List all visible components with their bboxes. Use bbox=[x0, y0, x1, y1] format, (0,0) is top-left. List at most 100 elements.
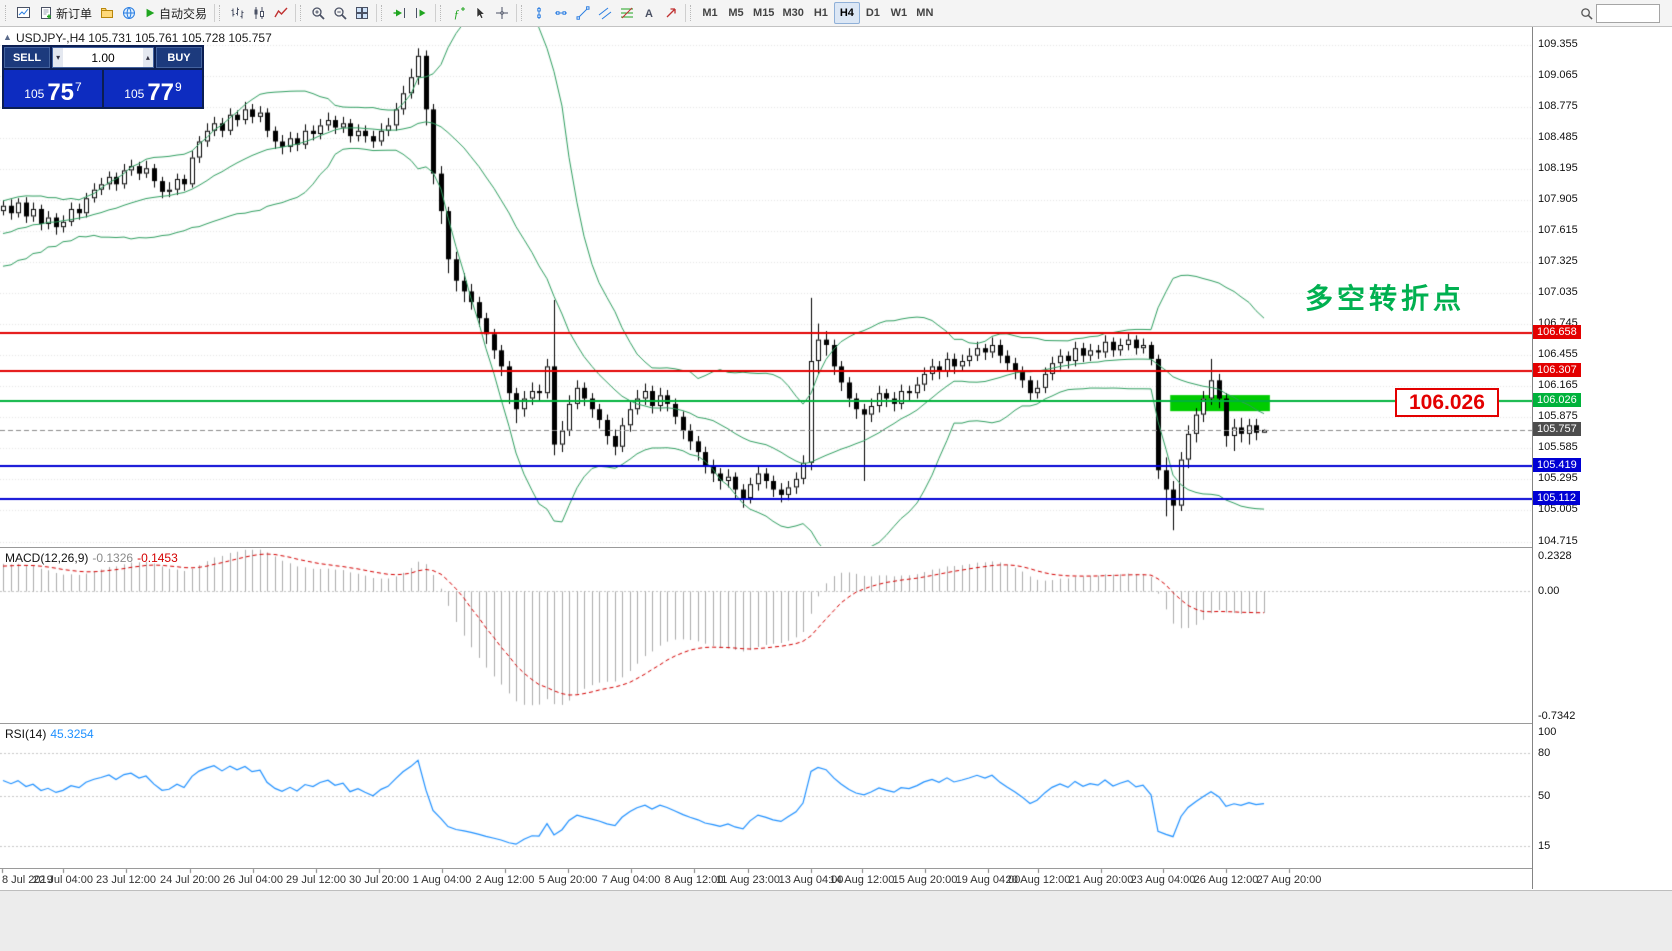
community-button[interactable] bbox=[118, 2, 140, 24]
price-scale-label: 109.065 bbox=[1538, 69, 1578, 81]
equidistant-channel-button[interactable] bbox=[594, 2, 616, 24]
timeframe-h4-button[interactable]: H4 bbox=[833, 2, 860, 24]
zoom-out-button[interactable] bbox=[329, 2, 351, 24]
timeframe-d1-button[interactable]: D1 bbox=[860, 2, 886, 24]
price-scale-label: 108.775 bbox=[1538, 100, 1578, 112]
chart-canvas[interactable] bbox=[0, 27, 1532, 889]
buy-price-sup: 9 bbox=[175, 80, 182, 94]
timeframe-m15-button[interactable]: M15 bbox=[749, 2, 778, 24]
one-click-collapse-icon[interactable]: ▲ bbox=[3, 32, 12, 42]
window-bottom-strip bbox=[0, 890, 1672, 951]
bar-chart-button[interactable] bbox=[226, 2, 248, 24]
buy-button[interactable]: BUY bbox=[156, 47, 202, 68]
sell-button[interactable]: SELL bbox=[4, 47, 50, 68]
toolbar-search bbox=[1580, 3, 1660, 23]
rsi-scale-label: 15 bbox=[1538, 840, 1551, 852]
candlestick-chart-button[interactable] bbox=[248, 2, 270, 24]
sell-price-button[interactable]: 105 75 7 bbox=[4, 70, 102, 107]
time-axis-label: 23 Aug 04:00 bbox=[1130, 874, 1196, 886]
fibonacci-retracement-button[interactable] bbox=[616, 2, 638, 24]
price-scale-label: 106.455 bbox=[1538, 348, 1578, 360]
price-scale-label: 108.195 bbox=[1538, 162, 1578, 174]
toolbar-group-handle bbox=[521, 5, 525, 21]
profiles-icon bbox=[100, 6, 114, 20]
time-axis-label: 8 Jul 2019 bbox=[2, 874, 53, 886]
time-axis-label: 26 Jul 04:00 bbox=[223, 874, 283, 886]
tile-windows-button[interactable] bbox=[351, 2, 373, 24]
new-order-button[interactable]: 新订单 bbox=[35, 2, 96, 24]
hline-price-tag: 106.307 bbox=[1533, 363, 1581, 377]
tile-windows-icon bbox=[355, 6, 369, 20]
horizontal-line-icon bbox=[554, 6, 568, 20]
time-axis-label: 27 Aug 20:00 bbox=[1256, 874, 1322, 886]
macd-indicator-label: MACD(12,26,9) -0.1326 -0.1453 bbox=[5, 551, 178, 565]
toolbar-separator bbox=[295, 4, 297, 22]
time-axis-label: 1 Aug 04:00 bbox=[412, 874, 472, 886]
cursor-button[interactable] bbox=[469, 2, 491, 24]
auto-scroll-button[interactable] bbox=[388, 2, 410, 24]
price-scale-label: 105.295 bbox=[1538, 472, 1578, 484]
timeframe-m30-button[interactable]: M30 bbox=[778, 2, 807, 24]
macd-scale-label: -0.7342 bbox=[1538, 710, 1576, 722]
price-scale-label: 109.355 bbox=[1538, 38, 1578, 50]
macd-name: MACD(12,26,9) bbox=[5, 551, 89, 565]
sell-price-big: 75 bbox=[47, 79, 75, 106]
pane-separator-macd[interactable] bbox=[0, 547, 1672, 548]
time-axis-label: 8 Aug 12:00 bbox=[664, 874, 724, 886]
time-axis-label: 5 Aug 20:00 bbox=[538, 874, 598, 886]
auto-scroll-icon bbox=[392, 6, 406, 20]
toolbar: 新订单 自动交易 ƒ A M1 M5 M15 M30 H1 H4 D1 W1 MN bbox=[0, 0, 1672, 27]
zoom-in-button[interactable] bbox=[307, 2, 329, 24]
pane-separator-rsi[interactable] bbox=[0, 723, 1672, 724]
volume-up-button[interactable]: ▴ bbox=[142, 48, 153, 67]
time-scale[interactable]: 8 Jul 2019 22 Jul 04:00 23 Jul 12:00 24 Jul… bbox=[0, 869, 1532, 889]
time-axis-label: 14 Aug 12:00 bbox=[829, 874, 895, 886]
horizontal-line-button[interactable] bbox=[550, 2, 572, 24]
crosshair-icon bbox=[495, 6, 509, 20]
timeframe-mn-button[interactable]: MN bbox=[912, 2, 938, 24]
zoom-in-icon bbox=[311, 6, 325, 20]
buy-price-button[interactable]: 105 77 9 bbox=[104, 70, 202, 107]
toolbar-group-handle bbox=[5, 5, 9, 21]
search-input[interactable] bbox=[1596, 3, 1660, 23]
timeframe-w1-button[interactable]: W1 bbox=[886, 2, 912, 24]
pane-separator-timescale[interactable] bbox=[0, 868, 1672, 869]
new-chart-button[interactable] bbox=[12, 2, 35, 24]
svg-text:ƒ: ƒ bbox=[454, 7, 460, 21]
price-scale[interactable]: 109.355 109.065 108.775 108.485 108.195 107.9… bbox=[1532, 27, 1672, 889]
time-axis-label: 24 Jul 20:00 bbox=[160, 874, 220, 886]
macd-value-main: -0.1326 bbox=[92, 551, 134, 565]
price-callout-label: 106.026 bbox=[1395, 388, 1499, 417]
rsi-scale-label: 50 bbox=[1538, 790, 1551, 802]
time-axis-label: 13 Aug 04:00 bbox=[778, 874, 844, 886]
toolbar-separator bbox=[685, 4, 687, 22]
fibonacci-retracement-icon bbox=[620, 6, 634, 20]
rsi-scale-label: 80 bbox=[1538, 747, 1551, 759]
toolbar-separator bbox=[376, 4, 378, 22]
price-scale-label: 107.905 bbox=[1538, 193, 1578, 205]
indicators-list-button[interactable]: ƒ bbox=[447, 2, 469, 24]
timeframe-m1-button[interactable]: M1 bbox=[697, 2, 723, 24]
line-chart-button[interactable] bbox=[270, 2, 292, 24]
chart-shift-button[interactable] bbox=[410, 2, 432, 24]
macd-scale-label: 0.00 bbox=[1538, 585, 1560, 597]
svg-text:A: A bbox=[645, 8, 653, 20]
toolbar-separator bbox=[435, 4, 437, 22]
profiles-button[interactable] bbox=[96, 2, 118, 24]
price-scale-label: 108.485 bbox=[1538, 131, 1578, 143]
text-label-button[interactable]: A bbox=[638, 2, 660, 24]
timeframe-m5-button[interactable]: M5 bbox=[723, 2, 749, 24]
timeframe-h1-button[interactable]: H1 bbox=[808, 2, 834, 24]
trendline-button[interactable] bbox=[572, 2, 594, 24]
chart-title: USDJPY-,H4 105.731 105.761 105.728 105.7… bbox=[16, 31, 272, 45]
text-label-icon: A bbox=[642, 6, 656, 20]
volume-input[interactable] bbox=[63, 48, 143, 67]
buy-price-big: 77 bbox=[147, 79, 175, 106]
vertical-line-button[interactable] bbox=[528, 2, 550, 24]
auto-trading-button[interactable]: 自动交易 bbox=[140, 2, 211, 24]
arrows-button[interactable] bbox=[660, 2, 682, 24]
volume-down-button[interactable]: ▾ bbox=[53, 48, 64, 67]
crosshair-button[interactable] bbox=[491, 2, 513, 24]
macd-value-signal: -0.1453 bbox=[137, 551, 178, 565]
